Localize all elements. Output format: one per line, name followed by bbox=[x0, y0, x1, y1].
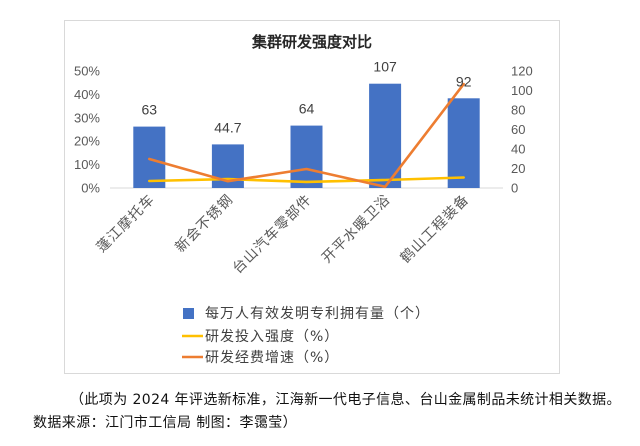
patents-data-label-3: 64 bbox=[299, 101, 315, 117]
rd-growth-line bbox=[148, 82, 466, 189]
right-axis-tick-label: 0 bbox=[511, 181, 518, 196]
legend-label-rd-intensity: 研发投入强度（%） bbox=[205, 329, 339, 345]
left-axis-tick-label: 0% bbox=[81, 181, 100, 196]
right-axis-tick-label: 40 bbox=[511, 142, 525, 157]
combo-chart: 集群研发强度对比 0% 10% 20% 30% 40% 50% 0 20 40 60 80 100 12… bbox=[64, 20, 560, 374]
left-axis-tick-label: 10% bbox=[74, 157, 100, 172]
left-axis-tick-label: 40% bbox=[74, 87, 100, 102]
rd-intensity-line bbox=[148, 176, 466, 184]
patents-bar-4 bbox=[369, 83, 402, 188]
left-axis-tick-label: 30% bbox=[74, 110, 100, 125]
left-axis-tick-label: 50% bbox=[74, 64, 100, 79]
patents-data-label-5: 92 bbox=[456, 73, 472, 89]
right-axis-tick-label: 60 bbox=[511, 122, 525, 137]
patents-bar-1 bbox=[133, 126, 166, 188]
axes: 0% 10% 20% 30% 40% 50% 0 20 40 60 80 100 120 bbox=[74, 64, 533, 196]
data-labels: 63 44.7 64 107 92 bbox=[142, 59, 472, 136]
patents-data-label-4: 107 bbox=[373, 59, 397, 75]
right-axis-tick-label: 100 bbox=[511, 83, 533, 98]
footer-source: 数据来源：江门市工信局 制图：李霭莹） bbox=[33, 415, 298, 431]
chart-title: 集群研发强度对比 bbox=[251, 33, 372, 51]
patents-data-label-1: 63 bbox=[142, 102, 158, 118]
right-axis-tick-label: 120 bbox=[511, 64, 533, 79]
legend-swatch-patents bbox=[183, 308, 194, 319]
footer-note: （此项为 2024 年评选新标准，江海新一代电子信息、台山金属制品未统计相关数据… bbox=[70, 392, 621, 408]
chart-frame bbox=[64, 20, 560, 374]
legend-label-rd-growth: 研发经费增速（%） bbox=[205, 350, 339, 366]
right-axis-tick-label: 20 bbox=[511, 161, 525, 176]
patents-data-label-2: 44.7 bbox=[214, 119, 241, 135]
legend: 每万人有效发明专利拥有量（个） 研发投入强度（%） 研发经费增速（%） bbox=[182, 306, 430, 366]
patents-bar-5 bbox=[447, 98, 480, 188]
line-series bbox=[148, 82, 466, 189]
left-axis-tick-label: 20% bbox=[74, 134, 100, 149]
legend-label-patents: 每万人有效发明专利拥有量（个） bbox=[205, 306, 430, 322]
patents-bar-3 bbox=[290, 125, 323, 188]
right-axis-tick-label: 80 bbox=[511, 103, 525, 118]
